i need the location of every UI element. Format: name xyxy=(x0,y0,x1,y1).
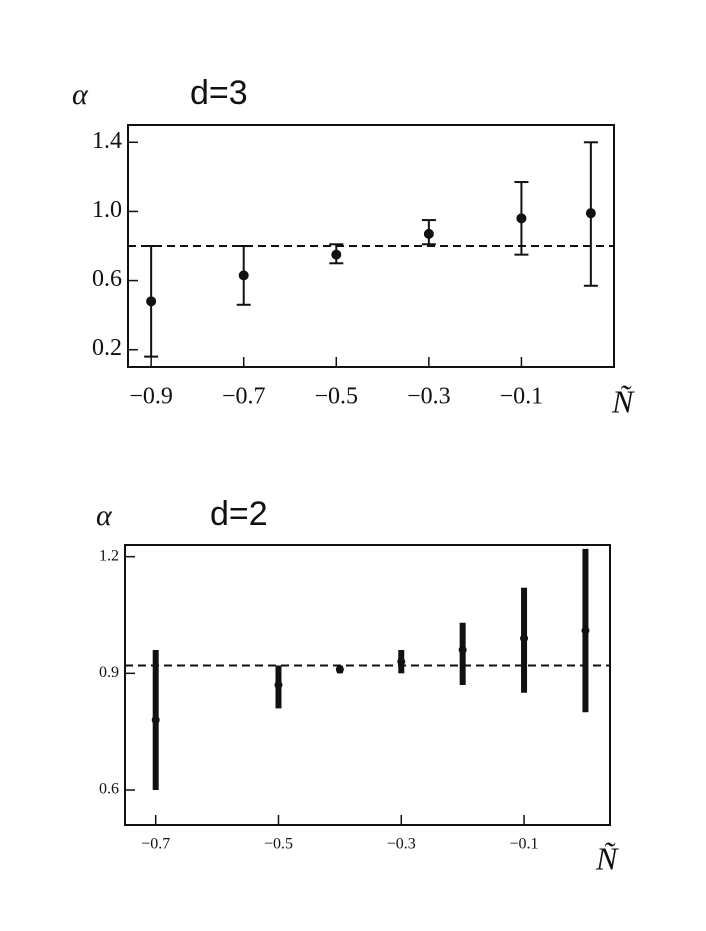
x-tick-label: −0.9 xyxy=(129,384,173,410)
x-axis-label: Ñ xyxy=(611,383,635,419)
data-point xyxy=(458,646,467,654)
data-point xyxy=(331,249,342,260)
data-point xyxy=(516,213,527,224)
chart-title: d=2 xyxy=(210,495,268,533)
x-axis-label: Ñ xyxy=(595,840,619,876)
data-point xyxy=(520,634,529,643)
x-tick-label: −0.5 xyxy=(264,836,293,853)
y-tick-label: 0.6 xyxy=(92,266,122,292)
plot-frame xyxy=(124,544,611,826)
y-tick-label: 0.2 xyxy=(92,335,122,361)
data-point xyxy=(274,681,283,689)
data-point xyxy=(585,208,596,219)
data-point xyxy=(581,626,590,635)
x-tick-label: −0.1 xyxy=(500,384,544,410)
data-point xyxy=(238,270,249,281)
data-point xyxy=(151,716,160,724)
x-tick-label: −0.5 xyxy=(315,384,359,410)
x-tick-label: −0.7 xyxy=(222,384,266,410)
data-point xyxy=(146,296,157,307)
x-tick-label: −0.3 xyxy=(387,836,416,853)
y-axis-label: α xyxy=(96,499,113,532)
x-tick-label: −0.7 xyxy=(141,836,170,853)
y-tick-label: 1.0 xyxy=(92,197,122,223)
y-tick-label: 1.2 xyxy=(99,547,119,564)
y-tick-label: 0.6 xyxy=(99,781,119,798)
y-tick-label: 1.4 xyxy=(92,128,122,154)
x-tick-label: −0.1 xyxy=(510,836,539,853)
y-tick-label: 0.9 xyxy=(99,664,119,681)
data-point xyxy=(335,665,344,674)
y-axis-label: α xyxy=(72,78,89,111)
chart-title: d=3 xyxy=(190,74,248,112)
data-point xyxy=(423,228,434,239)
data-point xyxy=(397,657,406,666)
x-tick-label: −0.3 xyxy=(407,384,451,410)
